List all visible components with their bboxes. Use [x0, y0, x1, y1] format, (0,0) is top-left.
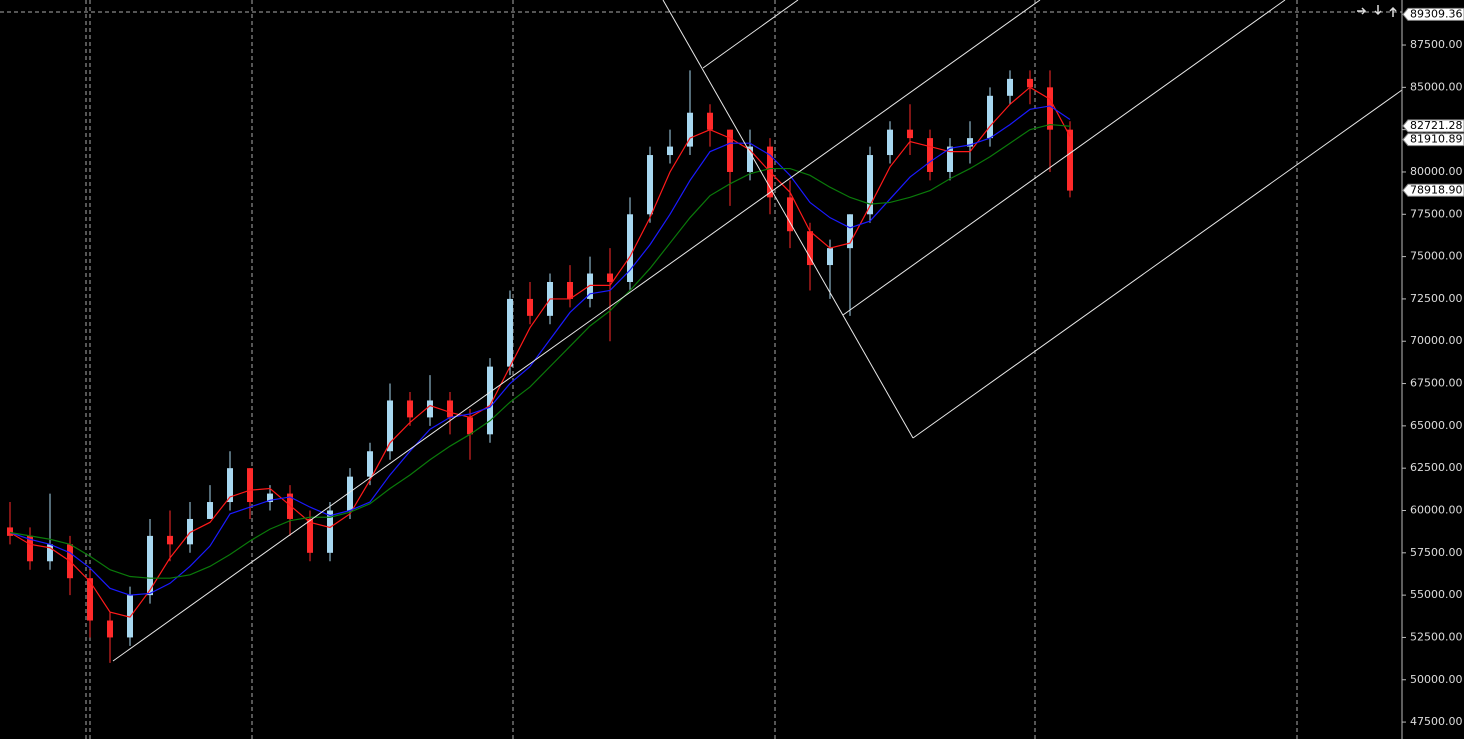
- candle-body: [287, 493, 293, 519]
- candle-body: [387, 400, 393, 452]
- trend-line: [662, 0, 914, 439]
- candle-body: [27, 535, 33, 562]
- y-tick-label: 87500.00: [1410, 38, 1463, 51]
- y-tick-label: 50000.00: [1410, 673, 1463, 686]
- candle-body: [707, 112, 713, 130]
- candle-body: [947, 146, 953, 172]
- candle-body: [447, 400, 453, 418]
- candle-body: [527, 298, 533, 316]
- scroll-up[interactable]: [1389, 6, 1397, 17]
- y-tick-label: 67500.00: [1410, 377, 1463, 390]
- candle-body: [247, 468, 253, 503]
- candle-body: [927, 138, 933, 172]
- candle-body: [1047, 87, 1053, 130]
- candle-body: [87, 578, 93, 621]
- candle-body: [887, 129, 893, 156]
- candle-body: [1007, 78, 1013, 96]
- price-tag-label: 81910.89: [1410, 133, 1463, 146]
- candle-body: [307, 518, 313, 553]
- moving-average: [9, 123, 1071, 579]
- candle-body: [647, 155, 653, 215]
- trend-lines: [112, 0, 1403, 662]
- moving-average: [9, 86, 1071, 618]
- price-axis: 47500.00 50000.00 52500.00 55000.00 57500.00…: [1402, 7, 1464, 728]
- price-tag: 78918.90: [1402, 183, 1464, 197]
- candle-body: [227, 468, 233, 503]
- price-tag-box: [1402, 7, 1464, 21]
- scroll-right[interactable]: [1357, 7, 1367, 15]
- candle-body: [427, 400, 433, 418]
- y-tick-label: 55000.00: [1410, 588, 1463, 601]
- candle-body: [347, 476, 353, 511]
- candle-body: [47, 544, 53, 562]
- candle-body: [207, 502, 213, 519]
- candle-body: [187, 518, 193, 545]
- y-tick-label: 77500.00: [1410, 207, 1463, 220]
- y-tick-label: 57500.00: [1410, 546, 1463, 559]
- candle-body: [367, 451, 373, 477]
- price-tag-label: 82721.28: [1410, 119, 1463, 132]
- y-tick-label: 52500.00: [1410, 630, 1463, 643]
- candle-body: [867, 155, 873, 215]
- candle-body: [607, 273, 613, 282]
- scroll-down[interactable]: [1374, 5, 1382, 16]
- candle-body: [747, 146, 753, 172]
- trend-line: [842, 0, 1286, 316]
- y-tick-label: 47500.00: [1410, 715, 1463, 728]
- candle-body: [787, 197, 793, 232]
- candle-body: [267, 493, 273, 503]
- candle-body: [167, 535, 173, 545]
- candle-body: [507, 298, 513, 367]
- candle-body: [467, 417, 473, 435]
- price-tag: 82721.28: [1402, 119, 1464, 133]
- price-tag-box: [1402, 183, 1464, 197]
- candle-body: [407, 400, 413, 418]
- candle-body: [967, 138, 973, 147]
- candle-body: [587, 273, 593, 299]
- candle-body: [487, 366, 493, 435]
- toolbar-arrows[interactable]: [1357, 5, 1397, 17]
- candle-body: [987, 95, 993, 139]
- candle-body: [7, 527, 13, 536]
- y-tick-label: 60000.00: [1410, 503, 1463, 516]
- y-tick-label: 70000.00: [1410, 334, 1463, 347]
- y-tick-label: 75000.00: [1410, 250, 1463, 263]
- price-tag-label: 78918.90: [1410, 183, 1463, 196]
- moving-average: [9, 105, 1071, 596]
- candle-body: [327, 510, 333, 553]
- vertical-grid: [0, 0, 1402, 739]
- y-tick-label: 80000.00: [1410, 165, 1463, 178]
- candle-body: [827, 248, 833, 266]
- price-tag-label: 89309.36: [1410, 7, 1463, 20]
- candle-body: [1027, 78, 1033, 88]
- candle-body: [1067, 129, 1073, 191]
- trend-line: [702, 0, 799, 69]
- price-tag: 89309.36: [1402, 7, 1464, 21]
- candle-body: [807, 231, 813, 266]
- y-tick-label: 85000.00: [1410, 80, 1463, 93]
- price-tag-box: [1402, 119, 1464, 133]
- y-tick-label: 72500.00: [1410, 292, 1463, 305]
- candle-body: [627, 214, 633, 282]
- candle-body: [847, 214, 853, 249]
- y-tick-label: 62500.00: [1410, 461, 1463, 474]
- candle-body: [567, 281, 573, 299]
- trend-line: [112, 0, 1041, 662]
- candle-body: [147, 535, 153, 596]
- candle-body: [107, 620, 113, 638]
- candle-body: [667, 146, 673, 156]
- price-tag-box: [1402, 133, 1464, 147]
- plot-area: [7, 70, 1073, 663]
- candle-body: [907, 129, 913, 139]
- candle-body: [727, 129, 733, 172]
- price-tag: 81910.89: [1402, 133, 1464, 147]
- y-tick-label: 65000.00: [1410, 419, 1463, 432]
- candle-body: [687, 112, 693, 147]
- trend-line: [912, 89, 1403, 439]
